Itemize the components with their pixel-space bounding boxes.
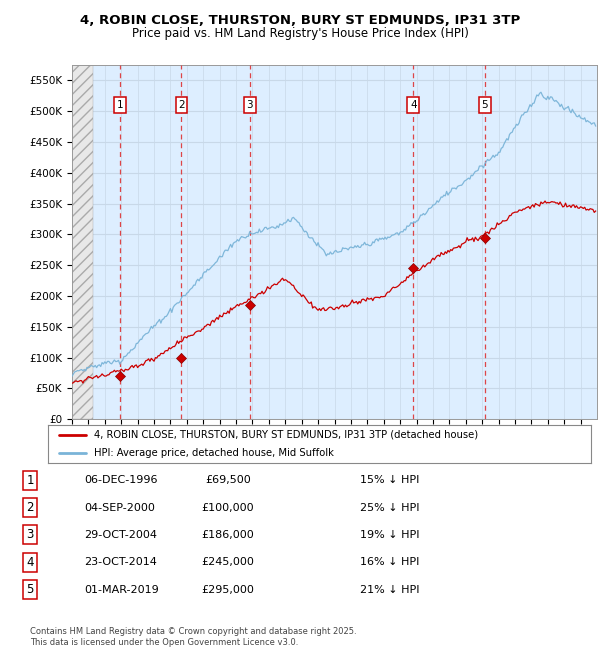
Text: 2: 2 bbox=[26, 501, 34, 514]
Text: 04-SEP-2000: 04-SEP-2000 bbox=[84, 502, 155, 513]
Text: 1: 1 bbox=[116, 100, 123, 110]
Text: 21% ↓ HPI: 21% ↓ HPI bbox=[360, 584, 419, 595]
Text: £186,000: £186,000 bbox=[202, 530, 254, 540]
Text: 4, ROBIN CLOSE, THURSTON, BURY ST EDMUNDS, IP31 3TP (detached house): 4, ROBIN CLOSE, THURSTON, BURY ST EDMUND… bbox=[94, 430, 478, 439]
Text: 5: 5 bbox=[26, 583, 34, 596]
Text: HPI: Average price, detached house, Mid Suffolk: HPI: Average price, detached house, Mid … bbox=[94, 448, 334, 458]
Text: £69,500: £69,500 bbox=[205, 475, 251, 486]
Text: 19% ↓ HPI: 19% ↓ HPI bbox=[360, 530, 419, 540]
Text: 3: 3 bbox=[26, 528, 34, 541]
Text: 25% ↓ HPI: 25% ↓ HPI bbox=[360, 502, 419, 513]
Text: 3: 3 bbox=[247, 100, 253, 110]
Text: Price paid vs. HM Land Registry's House Price Index (HPI): Price paid vs. HM Land Registry's House … bbox=[131, 27, 469, 40]
Text: 2: 2 bbox=[178, 100, 185, 110]
Text: 15% ↓ HPI: 15% ↓ HPI bbox=[360, 475, 419, 486]
Text: 4: 4 bbox=[410, 100, 417, 110]
Text: 1: 1 bbox=[26, 474, 34, 487]
Text: 4, ROBIN CLOSE, THURSTON, BURY ST EDMUNDS, IP31 3TP: 4, ROBIN CLOSE, THURSTON, BURY ST EDMUND… bbox=[80, 14, 520, 27]
Text: 01-MAR-2019: 01-MAR-2019 bbox=[84, 584, 159, 595]
Text: 4: 4 bbox=[26, 556, 34, 569]
Text: £245,000: £245,000 bbox=[202, 557, 254, 567]
Text: 16% ↓ HPI: 16% ↓ HPI bbox=[360, 557, 419, 567]
Text: £295,000: £295,000 bbox=[202, 584, 254, 595]
Text: 5: 5 bbox=[482, 100, 488, 110]
Text: 29-OCT-2004: 29-OCT-2004 bbox=[84, 530, 157, 540]
Text: 06-DEC-1996: 06-DEC-1996 bbox=[84, 475, 157, 486]
Text: 23-OCT-2014: 23-OCT-2014 bbox=[84, 557, 157, 567]
Text: Contains HM Land Registry data © Crown copyright and database right 2025.
This d: Contains HM Land Registry data © Crown c… bbox=[30, 627, 356, 647]
Text: £100,000: £100,000 bbox=[202, 502, 254, 513]
